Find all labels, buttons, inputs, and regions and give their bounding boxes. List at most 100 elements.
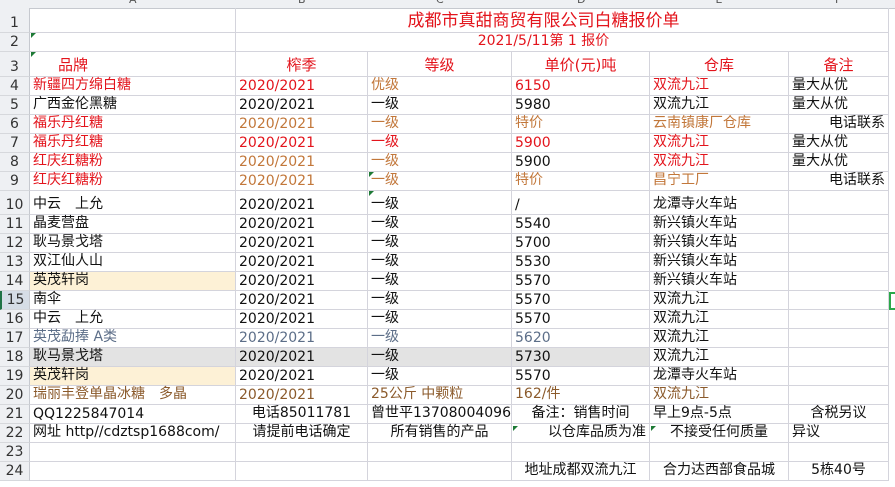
column-header-b[interactable]: B: [298, 0, 306, 6]
cell-c10[interactable]: 一级: [368, 191, 512, 215]
cell-b3[interactable]: 榨季: [236, 52, 368, 77]
cell-f16[interactable]: [789, 310, 889, 329]
cell-b4[interactable]: 2020/2021: [236, 77, 368, 96]
cell-d5[interactable]: 5980: [512, 96, 650, 115]
cell-c20[interactable]: 25公斤 中颗粒: [368, 386, 512, 405]
cell-a1[interactable]: [30, 8, 236, 33]
cell-d20[interactable]: 162/件: [512, 386, 650, 405]
cell-c6[interactable]: 一级: [368, 115, 512, 134]
cell-d16[interactable]: 5570: [512, 310, 650, 329]
cell-e24[interactable]: 合力达西部食品城: [650, 462, 789, 481]
cell-f14[interactable]: [789, 272, 889, 291]
cell-e8[interactable]: 双流九江: [650, 153, 789, 172]
cell-f11[interactable]: [789, 215, 889, 234]
cell-b6[interactable]: 2020/2021: [236, 115, 368, 134]
cell-a20[interactable]: 瑞丽丰登单晶冰糖 多晶: [30, 386, 236, 405]
cell-e6[interactable]: 云南镇康厂仓库: [650, 115, 789, 134]
cell-a18[interactable]: 耿马景戈塔: [30, 348, 236, 367]
cell-d13[interactable]: 5530: [512, 253, 650, 272]
cell-b8[interactable]: 2020/2021: [236, 153, 368, 172]
cell-c19[interactable]: 一级: [368, 367, 512, 386]
cell-d6[interactable]: 特价: [512, 115, 650, 134]
cell-d21[interactable]: 备注：销售时间: [512, 405, 650, 424]
cell-b11[interactable]: 2020/2021: [236, 215, 368, 234]
cell-c13[interactable]: 一级: [368, 253, 512, 272]
row-header[interactable]: 15: [0, 291, 30, 310]
cell-e22[interactable]: 不接受任何质量: [650, 424, 789, 443]
selection-handle[interactable]: [889, 292, 895, 310]
cell-e5[interactable]: 双流九江: [650, 96, 789, 115]
cell-c3[interactable]: 等级: [368, 52, 512, 77]
cell-e20[interactable]: 双流九江: [650, 386, 789, 405]
cell-f19[interactable]: [789, 367, 889, 386]
cell-c7[interactable]: 一级: [368, 134, 512, 153]
cell-a3[interactable]: 品牌: [30, 52, 236, 77]
cell-c17[interactable]: 一级: [368, 329, 512, 348]
cell-c15[interactable]: 一级: [368, 291, 512, 310]
row-header[interactable]: 21: [0, 405, 30, 424]
cell-f7[interactable]: 量大从优: [789, 134, 889, 153]
cell-b12[interactable]: 2020/2021: [236, 234, 368, 253]
cell-f18[interactable]: [789, 348, 889, 367]
cell-f20[interactable]: [789, 386, 889, 405]
cell-f15[interactable]: [789, 291, 889, 310]
cell-b10[interactable]: 2020/2021: [236, 191, 368, 215]
column-header-e[interactable]: E: [716, 0, 723, 6]
cell-f3[interactable]: 备注: [789, 52, 889, 77]
cell-b5[interactable]: 2020/2021: [236, 96, 368, 115]
cell-d23[interactable]: [512, 443, 650, 462]
cell-e17[interactable]: 双流九江: [650, 329, 789, 348]
cell-e15[interactable]: 双流九江: [650, 291, 789, 310]
row-header[interactable]: 11: [0, 215, 30, 234]
cell-d11[interactable]: 5540: [512, 215, 650, 234]
row-header[interactable]: 5: [0, 96, 30, 115]
column-header-c[interactable]: C: [436, 0, 444, 6]
sheet-title[interactable]: 成都市真甜商贸有限公司白糖报价单: [236, 8, 889, 33]
cell-e3[interactable]: 仓库: [650, 52, 789, 77]
cell-a13[interactable]: 双江仙人山: [30, 253, 236, 272]
cell-c14[interactable]: 一级: [368, 272, 512, 291]
row-header[interactable]: 13: [0, 253, 30, 272]
row-header[interactable]: 24: [0, 462, 30, 481]
row-header[interactable]: 17: [0, 329, 30, 348]
cell-c24[interactable]: [368, 462, 512, 481]
cell-d4[interactable]: 6150: [512, 77, 650, 96]
cell-d15[interactable]: 5570: [512, 291, 650, 310]
cell-a22[interactable]: 网址 http//cdztsp1688com/: [30, 424, 236, 443]
column-header-a[interactable]: A: [129, 0, 137, 6]
cell-f23[interactable]: [789, 443, 889, 462]
cell-a5[interactable]: 广西金伦黑糖: [30, 96, 236, 115]
row-header[interactable]: 7: [0, 134, 30, 153]
row-header[interactable]: 19: [0, 367, 30, 386]
cell-a12[interactable]: 耿马景戈塔: [30, 234, 236, 253]
cell-e19[interactable]: 龙潭寺火车站: [650, 367, 789, 386]
cell-b13[interactable]: 2020/2021: [236, 253, 368, 272]
cell-b15[interactable]: 2020/2021: [236, 291, 368, 310]
row-header[interactable]: 10: [0, 191, 30, 215]
cell-e11[interactable]: 新兴镇火车站: [650, 215, 789, 234]
column-header-bar[interactable]: A B C D E F: [0, 0, 895, 9]
cell-d19[interactable]: 5570: [512, 367, 650, 386]
cell-f21[interactable]: 含税另议: [789, 405, 889, 424]
cell-a14[interactable]: 英茂轩岗: [30, 272, 236, 291]
cell-a7[interactable]: 福乐丹红糖: [30, 134, 236, 153]
cell-a10[interactable]: 中云 上允: [30, 191, 236, 215]
cell-a19[interactable]: 英茂轩岗: [30, 367, 236, 386]
cell-b9[interactable]: 2020/2021: [236, 172, 368, 191]
cell-b22[interactable]: 请提前电话确定: [236, 424, 368, 443]
cell-c23[interactable]: [368, 443, 512, 462]
row-header[interactable]: 6: [0, 115, 30, 134]
cell-c22[interactable]: 所有销售的产品: [368, 424, 512, 443]
row-header[interactable]: 4: [0, 77, 30, 96]
cell-b21[interactable]: 电话85011781: [236, 405, 368, 424]
cell-c4[interactable]: 优级: [368, 77, 512, 96]
cell-e9[interactable]: 昌宁工厂: [650, 172, 789, 191]
cell-e10[interactable]: 龙潭寺火车站: [650, 191, 789, 215]
cell-a16[interactable]: 中云 上允: [30, 310, 236, 329]
row-header[interactable]: 9: [0, 172, 30, 191]
cell-f9[interactable]: 电话联系: [789, 172, 889, 191]
row-header[interactable]: 18: [0, 348, 30, 367]
row-header[interactable]: 1: [0, 8, 30, 33]
cell-a21[interactable]: QQ1225847014: [30, 405, 236, 424]
